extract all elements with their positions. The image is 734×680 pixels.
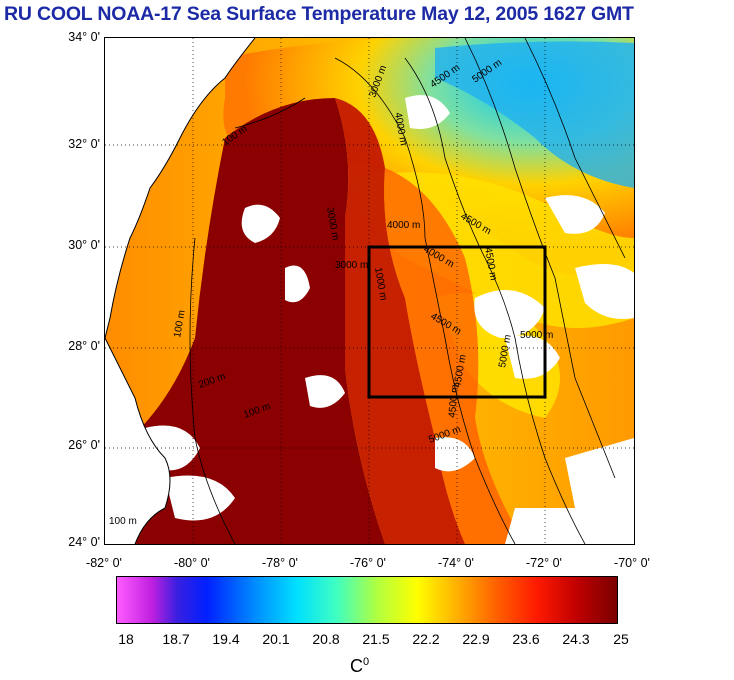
- coastline: [105, 337, 171, 544]
- unit-superscript: 0: [363, 656, 370, 668]
- lon-label: -82° 0': [86, 556, 122, 570]
- colorbar-tick-label: 20.8: [312, 631, 340, 647]
- lat-label: 34° 0': [68, 30, 100, 44]
- colorbar-tick-label: 19.4: [212, 631, 240, 647]
- lon-label: -78° 0': [262, 556, 298, 570]
- colorbar-tick-label: 18.7: [162, 631, 190, 647]
- cloud-patch: [545, 195, 605, 234]
- florida-peninsula: [105, 338, 170, 544]
- chart-title: RU COOL NOAA-17 Sea Surface Temperature …: [4, 3, 634, 25]
- lat-label: 32° 0': [68, 137, 100, 151]
- bathymetry-contour: [464, 38, 616, 479]
- gulf-stream-edge: [335, 98, 465, 544]
- lon-label: -72° 0': [526, 556, 562, 570]
- contour-label: 4000 m: [387, 220, 420, 231]
- colorbar-tick-label: 22.2: [412, 631, 440, 647]
- cloud-patch: [285, 265, 310, 303]
- contour-label: 100 m: [109, 516, 137, 527]
- study-area-box: [367, 245, 547, 399]
- colorbar-tick-label: 24.3: [562, 631, 590, 647]
- sst-map-canvas: 3000 m 4500 m 5000 m 100 m 4000 m 4000 m…: [105, 38, 634, 544]
- lat-label: 26° 0': [68, 438, 100, 452]
- temperature-colorbar: [116, 576, 618, 624]
- bathymetry-contour: [234, 97, 306, 129]
- coldest-water-region: [435, 41, 634, 189]
- lat-label: 30° 0': [68, 238, 100, 252]
- cloud-patch: [241, 204, 280, 243]
- contour-label: 4500 m: [447, 384, 461, 418]
- lon-label: -74° 0': [438, 556, 474, 570]
- cloud-patch: [435, 437, 475, 472]
- colorbar-tick-label: 21.5: [362, 631, 390, 647]
- bathymetry-contour: [334, 57, 516, 544]
- bathymetry-contour: [524, 38, 626, 259]
- lon-label: -76° 0': [350, 556, 386, 570]
- coastline: [105, 38, 256, 339]
- lat-label: 28° 0': [68, 339, 100, 353]
- cloud-patch: [474, 290, 545, 338]
- unit-base: C: [350, 656, 363, 676]
- bathymetry-contour: [404, 57, 586, 544]
- cloud-patch: [145, 425, 200, 471]
- cloud-patch: [305, 375, 345, 408]
- cloud-patch: [405, 95, 450, 129]
- lon-label: -70° 0': [614, 556, 650, 570]
- contour-label: 5000 m: [520, 330, 553, 341]
- lat-label: 24° 0': [68, 535, 100, 549]
- colorbar-tick-label: 23.6: [512, 631, 540, 647]
- us-mainland: [105, 38, 255, 338]
- lon-label: -80° 0': [174, 556, 210, 570]
- cloud-patch: [575, 264, 634, 319]
- colorbar-tick-label: 22.9: [462, 631, 490, 647]
- colorbar-tick-label: 25: [613, 631, 629, 647]
- contour-label: 100 m: [172, 309, 188, 338]
- contour-label: 3000 m: [335, 260, 368, 271]
- colorbar-unit-label: C0: [350, 656, 369, 677]
- cloud-patch: [165, 475, 235, 521]
- no-data-region: [505, 508, 634, 544]
- no-data-region: [565, 438, 634, 508]
- colorbar-tick-label: 20.1: [262, 631, 290, 647]
- sst-map: 3000 m 4500 m 5000 m 100 m 4000 m 4000 m…: [104, 37, 635, 545]
- bathymetry-contour: [189, 237, 236, 544]
- colorbar-tick-label: 18: [118, 631, 134, 647]
- warm-transition-band: [384, 168, 525, 544]
